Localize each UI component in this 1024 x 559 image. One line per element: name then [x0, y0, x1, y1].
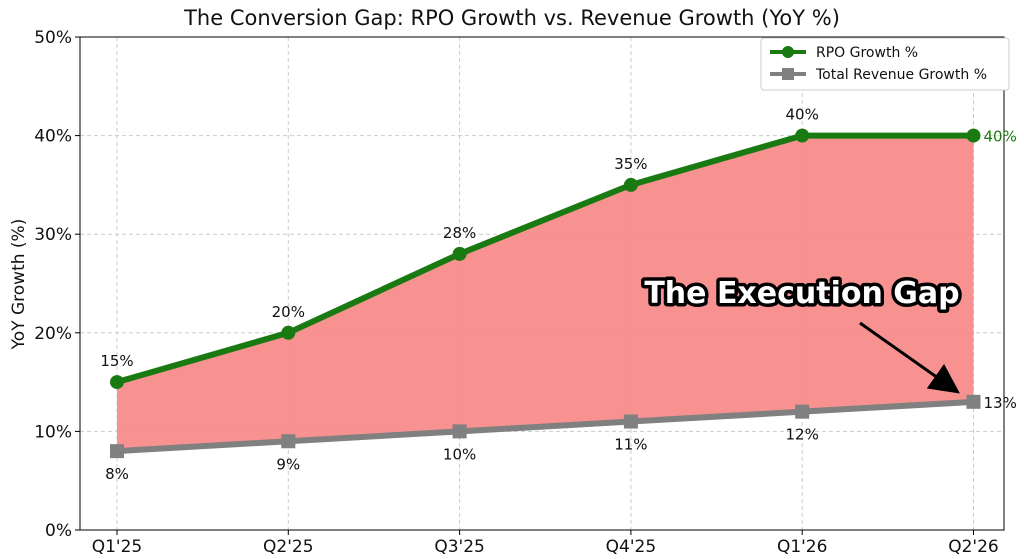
- x-tick-label: Q1'25: [92, 537, 143, 557]
- y-axis-label: YoY Growth (%): [9, 219, 29, 351]
- rpo-data-label: 40%: [786, 106, 819, 124]
- revenue-point: [110, 444, 124, 459]
- legend-marker-rpo: [782, 46, 794, 58]
- revenue-data-label: 10%: [443, 445, 476, 463]
- revenue-point: [966, 394, 981, 409]
- x-tick-label: Q2'26: [948, 537, 999, 557]
- rpo-point: [795, 128, 810, 143]
- rpo-point: [281, 325, 296, 340]
- y-tick-label: 0%: [45, 521, 72, 541]
- gap-fill-area: [117, 135, 974, 452]
- revenue-point: [623, 414, 638, 429]
- legend: RPO Growth % Total Revenue Growth %: [760, 37, 1010, 91]
- revenue-point: [452, 424, 467, 439]
- rpo-data-label: 15%: [100, 352, 133, 370]
- rpo-point: [966, 128, 981, 143]
- legend-label-revenue: Total Revenue Growth %: [815, 67, 987, 83]
- revenue-point: [795, 404, 810, 419]
- annotation-arrow: [859, 321, 960, 394]
- rpo-point: [110, 375, 124, 390]
- rpo-growth-line: [114, 132, 977, 386]
- legend-marker-revenue: [782, 68, 794, 80]
- y-tick-label: 30%: [34, 225, 72, 245]
- y-tick-label: 40%: [34, 127, 72, 147]
- y-tick-label: 50%: [34, 28, 72, 48]
- plot-frame: [79, 36, 1005, 531]
- revenue-point: [281, 434, 296, 449]
- x-tick-label: Q4'25: [606, 537, 657, 557]
- y-tick-label: 10%: [34, 422, 72, 442]
- rpo-data-label: 20%: [272, 303, 305, 321]
- rpo-data-label: 35%: [614, 155, 647, 173]
- revenue-growth-line: [114, 398, 977, 455]
- rpo-point: [623, 177, 638, 192]
- legend-box: [760, 37, 1010, 91]
- legend-label-rpo: RPO Growth %: [816, 45, 918, 61]
- execution-gap-annotation: The Execution Gap: [641, 273, 963, 394]
- axes: 0% 10% 20% 30% 40% 50% Q1'25 Q2'25 Q3'25 Q4'25 Q1'…: [34, 28, 1005, 557]
- rpo-data-label: 28%: [443, 224, 476, 242]
- revenue-data-label: 13%: [984, 394, 1017, 412]
- x-tick-label: Q3'25: [434, 537, 485, 557]
- revenue-data-label: 12%: [786, 426, 819, 444]
- x-tick-label: Q2'25: [263, 537, 314, 557]
- revenue-data-label: 11%: [614, 436, 647, 454]
- revenue-data-label: 8%: [105, 465, 129, 483]
- rpo-data-label: 40%: [984, 128, 1017, 146]
- gap-fill: [117, 135, 974, 452]
- rpo-point: [452, 246, 467, 261]
- chart-title: The Conversion Gap: RPO Growth vs. Reven…: [183, 6, 840, 30]
- data-labels: 15% 20% 28% 35% 40% 40% 8% 9% 10% 11% 12% 13%: [100, 106, 1017, 484]
- y-tick-label: 20%: [34, 324, 72, 344]
- series: [110, 128, 981, 459]
- revenue-data-label: 9%: [276, 455, 300, 473]
- execution-gap-text: The Execution Gap: [644, 276, 959, 311]
- x-tick-label: Q1'26: [777, 537, 828, 557]
